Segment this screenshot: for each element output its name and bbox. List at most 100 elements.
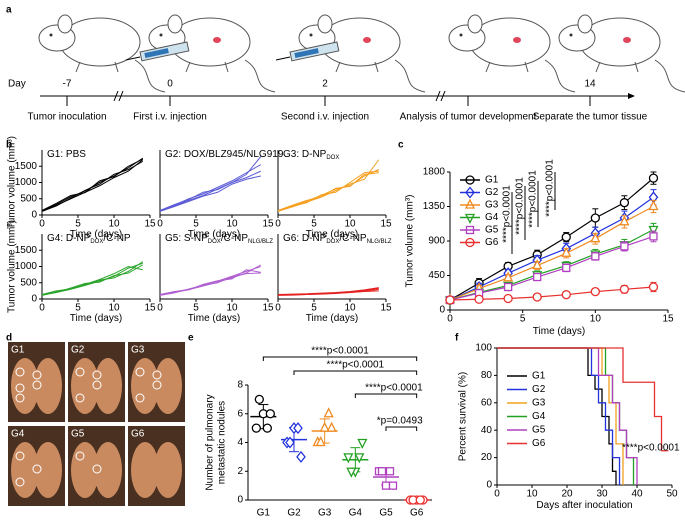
y-tick-label: 0 bbox=[31, 294, 37, 305]
y-tick-label: 1500 bbox=[15, 161, 38, 172]
x-tick-label: 15 bbox=[380, 303, 392, 314]
mouse-eye bbox=[309, 33, 313, 37]
marker bbox=[296, 450, 306, 463]
x-tick-label: 10 bbox=[226, 303, 238, 314]
event-label: Analysis of tumor development bbox=[400, 112, 537, 123]
panel-label: f bbox=[455, 333, 459, 344]
marker bbox=[285, 436, 295, 449]
panel-label: a bbox=[6, 5, 12, 16]
y-tick-label: 100 bbox=[475, 343, 492, 354]
marker bbox=[562, 263, 571, 272]
marker bbox=[385, 467, 395, 476]
y-axis-label: Number of pulmonary bbox=[205, 394, 216, 490]
photo-label: G4 bbox=[11, 429, 25, 440]
significance-label: ****p<0.0001 bbox=[528, 170, 539, 228]
y-axis-label: Tumor volume (mm³) bbox=[7, 220, 18, 313]
x-tick-label: G5 bbox=[379, 508, 393, 519]
title-part: /C-NP bbox=[339, 233, 367, 244]
syringe-liquid bbox=[294, 48, 319, 59]
title-part: DOX bbox=[326, 239, 339, 245]
photo-label: G5 bbox=[71, 429, 85, 440]
x-tick-label: 15 bbox=[262, 219, 274, 230]
y-tick-label: 60 bbox=[481, 397, 493, 408]
x-tick-label: 50 bbox=[666, 489, 678, 500]
x-tick-label: 10 bbox=[226, 219, 238, 230]
x-tick-label: G6 bbox=[410, 508, 424, 519]
marker bbox=[591, 252, 600, 261]
photo-label: G3 bbox=[131, 345, 145, 356]
syringe-liquid bbox=[144, 48, 169, 59]
lung-lobe bbox=[131, 358, 159, 414]
series-line bbox=[449, 228, 654, 301]
significance-bracket bbox=[293, 370, 418, 375]
y-axis-label: Tumor volume (mm³) bbox=[405, 195, 416, 288]
nodule-circle bbox=[15, 393, 25, 403]
significance-label: ****p<0.0001 bbox=[545, 159, 556, 217]
y-tick-label: 40 bbox=[481, 425, 493, 436]
marker bbox=[388, 481, 398, 490]
marker bbox=[533, 272, 542, 282]
marker bbox=[590, 286, 600, 297]
series-line bbox=[159, 264, 262, 296]
legend-label: G6 bbox=[532, 438, 546, 449]
marker bbox=[620, 242, 629, 251]
x-tick-label: 0 bbox=[275, 303, 281, 314]
series-line bbox=[159, 269, 261, 295]
x-axis-label: Time (days) bbox=[306, 313, 358, 324]
mouse-tail bbox=[244, 59, 276, 93]
legend-marker bbox=[464, 213, 476, 224]
chart-title: G3: D-NPDOX bbox=[283, 149, 339, 161]
mouse-leg bbox=[185, 61, 229, 73]
nodule-circle bbox=[75, 393, 85, 403]
marker bbox=[619, 284, 630, 294]
y-tick-label: 4 bbox=[237, 437, 243, 448]
timeline-break bbox=[435, 90, 446, 102]
x-axis-label: Time (days) bbox=[188, 229, 240, 240]
marker bbox=[561, 290, 571, 300]
x-tick-label: 0 bbox=[157, 219, 163, 230]
significance-bracket bbox=[354, 393, 418, 398]
series-line bbox=[277, 170, 379, 212]
x-tick-label: 15 bbox=[144, 219, 156, 230]
x-tick-label: 15 bbox=[144, 303, 156, 314]
marker bbox=[315, 436, 326, 447]
marker bbox=[343, 453, 354, 464]
y-tick-label: 0 bbox=[486, 480, 492, 491]
nodule-circle bbox=[32, 380, 42, 390]
chart-title: G2: DOX/BLZ945/NLG919 bbox=[165, 149, 284, 160]
significance-bracket bbox=[385, 426, 418, 431]
y-axis-label: Tumor volume (mm³) bbox=[7, 136, 18, 229]
series-line bbox=[159, 170, 262, 211]
marker bbox=[649, 232, 658, 241]
lung-lobe bbox=[34, 358, 62, 414]
marker bbox=[619, 198, 630, 208]
day-label: Day bbox=[8, 79, 26, 90]
x-tick-label: 20 bbox=[561, 489, 573, 500]
mouse-eye bbox=[569, 33, 573, 37]
nodule-circle bbox=[152, 370, 162, 380]
chart-title: G1: PBS bbox=[47, 149, 86, 160]
lung-lobe bbox=[131, 442, 159, 498]
x-tick-label: 5 bbox=[311, 219, 317, 230]
mouse-eye bbox=[459, 33, 463, 37]
y-tick-label: 900 bbox=[428, 236, 445, 247]
mouse-leg bbox=[485, 61, 529, 73]
series-line bbox=[41, 261, 144, 295]
title-part: G5: S-NP bbox=[165, 233, 208, 244]
series-line bbox=[277, 288, 379, 296]
x-axis-label: Time (days) bbox=[533, 326, 585, 337]
x-tick-label: 10 bbox=[344, 303, 356, 314]
legend-marker bbox=[465, 186, 475, 199]
title-part: DOX bbox=[326, 155, 339, 161]
legend-marker bbox=[465, 175, 475, 185]
day-value: 2 bbox=[322, 79, 328, 90]
x-tick-label: 10 bbox=[108, 303, 120, 314]
y-tick-label: 6 bbox=[237, 408, 243, 419]
nodule-circle bbox=[15, 477, 25, 487]
x-tick-label: 5 bbox=[75, 303, 81, 314]
marker bbox=[590, 232, 601, 243]
survival-curve bbox=[497, 347, 669, 452]
marker bbox=[254, 394, 264, 405]
lung-lobe bbox=[71, 442, 99, 498]
